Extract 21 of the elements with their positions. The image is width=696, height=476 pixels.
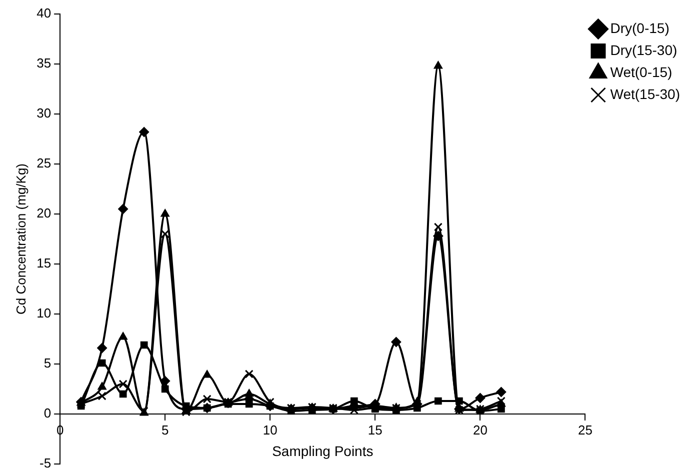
y-axis-title: Cd Concentration (mg/Kg): [13, 163, 28, 315]
y-tick-label: -5: [39, 456, 52, 471]
x-tick-label: 10: [262, 422, 278, 438]
x-axis-title: Sampling Points: [272, 442, 374, 459]
x-tick-label: 15: [368, 422, 382, 438]
x-tick-label: 20: [472, 422, 488, 438]
legend-label: Wet(15-30): [610, 86, 680, 102]
y-tick-label: 35: [36, 56, 52, 71]
legend-label: Dry(0-15): [610, 20, 670, 36]
y-tick-label: 40: [36, 6, 52, 21]
y-tick-label: 30: [36, 106, 52, 121]
y-tick-label: 0: [44, 406, 52, 421]
y-tick-label: 10: [36, 306, 52, 321]
legend-label: Wet(0-15): [610, 64, 672, 80]
x-tick-label: 5: [161, 422, 169, 438]
y-tick-label: 5: [44, 356, 52, 371]
y-tick-label: 25: [36, 156, 52, 171]
legend-label: Dry(15-30): [610, 42, 678, 58]
y-tick-label: 15: [36, 256, 52, 271]
y-tick-label: 20: [36, 206, 52, 221]
x-tick-label: 25: [578, 422, 592, 438]
